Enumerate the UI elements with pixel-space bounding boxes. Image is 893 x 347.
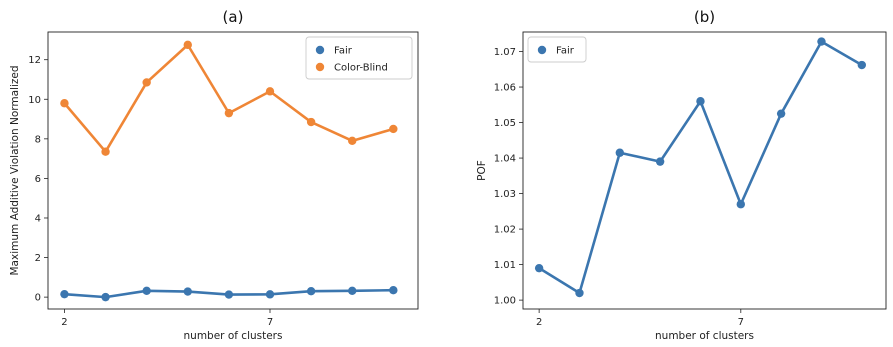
data-point	[306, 286, 316, 296]
legend-marker	[537, 45, 547, 55]
data-point	[183, 287, 192, 296]
data-point	[265, 87, 275, 96]
data-point	[857, 60, 866, 70]
data-point	[60, 289, 69, 299]
data-point	[348, 286, 357, 295]
y-tick-label: 1.01	[494, 260, 516, 271]
data-point	[224, 290, 234, 299]
data-point	[389, 286, 398, 295]
y-tick-label: 6	[35, 174, 41, 185]
data-point	[655, 157, 665, 166]
y-tick-label: 1.02	[494, 225, 516, 236]
legend-box	[305, 36, 413, 80]
y-tick-label: 10	[28, 95, 41, 106]
data-point	[142, 78, 151, 87]
x-tick-label: 7	[738, 317, 744, 328]
data-point	[575, 288, 584, 298]
data-point	[817, 37, 826, 46]
data-point	[101, 292, 110, 302]
panel-b: (b) 1.00 1.01 1.02 1.03 1.04 1.05 1.06 1.07 2 7 num…	[476, 8, 887, 342]
legend-marker	[315, 62, 325, 72]
x-axis-label: number of clusters	[655, 330, 754, 342]
plot-frame	[47, 31, 419, 310]
y-tick-label: 1.04	[494, 154, 516, 165]
legend-box	[527, 36, 587, 63]
data-point	[142, 286, 151, 295]
chart-title: (b)	[694, 8, 715, 26]
data-point	[183, 40, 192, 50]
y-axis-label: POF	[476, 160, 488, 181]
y-tick-label: 1.07	[494, 47, 516, 58]
y-tick-label: 8	[35, 134, 41, 145]
y-tick-label: 1.06	[494, 83, 516, 94]
y-tick-label: 1.05	[494, 118, 516, 129]
x-axis-label: number of clusters	[184, 330, 283, 342]
x-tick-label: 2	[536, 317, 542, 328]
data-point	[389, 124, 398, 134]
data-point	[615, 148, 624, 157]
y-tick-label: 4	[35, 213, 41, 224]
y-tick-label: 0	[35, 293, 41, 304]
data-point	[101, 147, 110, 156]
data-point	[265, 290, 275, 299]
legend-marker	[315, 45, 325, 55]
chart-title: (a)	[223, 8, 244, 26]
legend-label: Color-Blind	[334, 63, 388, 74]
y-tick-label: 2	[35, 253, 41, 264]
legend-label: Fair	[334, 46, 353, 57]
data-point	[696, 97, 705, 106]
y-tick-label: 1.00	[494, 296, 516, 307]
data-point	[776, 109, 786, 118]
x-tick-label: 7	[267, 317, 273, 328]
data-point	[306, 117, 316, 127]
legend-label: Fair	[556, 46, 575, 57]
plot-frame	[522, 31, 887, 310]
data-point	[60, 99, 69, 108]
panel-a: (a) 0 2 4 6 8 10 12 2 7 number of clusters Maximum …	[9, 8, 419, 342]
data-point	[224, 108, 234, 118]
data-point	[736, 200, 745, 209]
data-point	[534, 263, 544, 273]
data-point	[348, 136, 357, 146]
y-axis-label: Maximum Additive Violation Normalized	[9, 65, 21, 275]
series-line	[538, 40, 863, 295]
x-tick-label: 2	[61, 317, 67, 328]
y-tick-label: 12	[28, 55, 41, 66]
y-tick-label: 1.03	[494, 189, 516, 200]
